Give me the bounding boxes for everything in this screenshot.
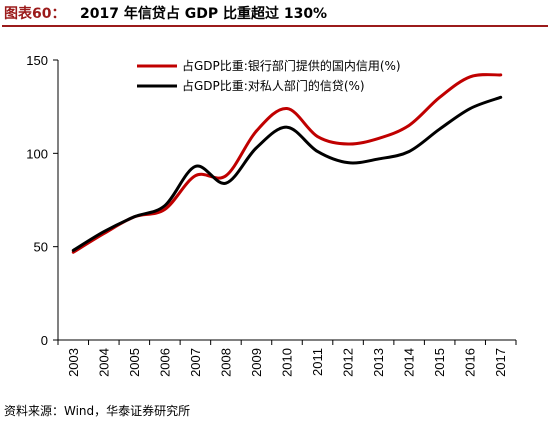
x-tick-label: 2006 [157, 348, 172, 377]
series-line-2 [71, 95, 503, 252]
y-tick-label: 50 [34, 240, 48, 255]
figure-header: 图表60： 2017 年信贷占 GDP 比重超过 130% [0, 0, 550, 26]
figure-title: 2017 年信贷占 GDP 比重超过 130% [80, 6, 328, 22]
legend-label-2: 占GDP比重:对私人部门的信贷(%) [182, 78, 365, 93]
series-lines [71, 73, 503, 254]
x-tick-label: 2014 [402, 348, 417, 377]
y-tick-label: 100 [26, 146, 48, 161]
x-tick-label: 2009 [249, 348, 264, 377]
x-tick-label: 2003 [66, 348, 81, 377]
series-line-1 [71, 73, 503, 254]
legend-label-1: 占GDP比重:银行部门提供的国内信用(%) [182, 58, 401, 73]
source-note: 资料来源：Wind，华泰证券研究所 [4, 404, 191, 418]
x-axis-ticks: 2003 2004 2005 2006 2007 2008 2009 2010 2011 2012… [57, 340, 517, 377]
x-tick-label: 2012 [341, 348, 356, 377]
legend: 占GDP比重:银行部门提供的国内信用(%) 占GDP比重:对私人部门的信贷(%) [137, 58, 401, 93]
x-tick-label: 2008 [218, 348, 233, 377]
y-axis-ticks: 0 50 100 150 [26, 53, 58, 348]
x-tick-label: 2005 [127, 348, 142, 377]
y-tick-label: 150 [26, 53, 48, 68]
x-tick-label: 2007 [188, 348, 203, 377]
x-tick-label: 2017 [493, 348, 508, 377]
figure-label: 图表60： [4, 6, 66, 22]
x-tick-label: 2015 [432, 348, 447, 377]
y-tick-label: 0 [41, 333, 48, 348]
x-tick-label: 2016 [463, 348, 478, 377]
title-underline [2, 25, 548, 27]
x-tick-label: 2004 [96, 348, 111, 377]
x-tick-label: 2011 [310, 348, 325, 376]
x-tick-label: 2010 [280, 348, 295, 377]
x-tick-label: 2013 [371, 348, 386, 377]
